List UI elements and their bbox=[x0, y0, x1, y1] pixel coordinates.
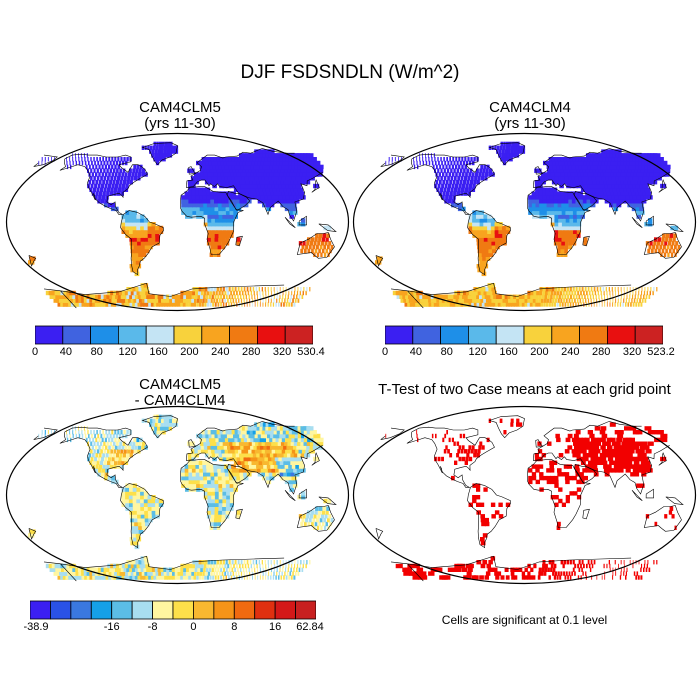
colorbar-swatch bbox=[256, 325, 286, 345]
panel-3-title: CAM4CLM5 - CAM4CLM4 bbox=[60, 377, 300, 409]
colorbar-swatch bbox=[111, 600, 133, 620]
colorbar-tick-label: 240 bbox=[211, 346, 230, 358]
panel-3-name: CAM4CLM5 bbox=[139, 376, 221, 393]
colorbar-swatch bbox=[412, 325, 441, 345]
colorbar-swatch bbox=[90, 325, 119, 345]
panel-3-subtitle: - CAM4CLM4 bbox=[134, 392, 226, 409]
panel-2-name: CAM4CLM4 bbox=[489, 99, 571, 116]
panel-1-subtitle: (yrs 11-30) bbox=[144, 115, 216, 132]
colorbar-tick-label: 40 bbox=[409, 346, 422, 358]
colorbar-2-labels: 0 40 80 120 160 200 240 280 320 523.2 bbox=[381, 346, 675, 362]
panel-1-title: CAM4CLM5 (yrs 11-30) bbox=[60, 100, 300, 132]
colorbar-tick-label: 523.2 bbox=[647, 346, 675, 358]
colorbar-tick-label: 320 bbox=[272, 346, 292, 358]
colorbar-swatch bbox=[70, 600, 92, 620]
colorbar-tick-label: 80 bbox=[440, 346, 453, 358]
colorbar-tick-label: 0 bbox=[190, 621, 197, 633]
panel-2-title: CAM4CLM4 (yrs 11-30) bbox=[410, 100, 650, 132]
colorbar-swatch bbox=[193, 600, 215, 620]
significance-note: Cells are significant at 0.1 level bbox=[441, 613, 608, 627]
colorbar-tick-label: 280 bbox=[242, 346, 261, 358]
panel-4-title: T-Test of two Case means at each grid po… bbox=[378, 381, 671, 398]
colorbar-tick-label: 280 bbox=[592, 346, 611, 358]
panel-4-map bbox=[352, 405, 697, 585]
colorbar-swatch bbox=[233, 600, 256, 620]
colorbar-tick-label: 320 bbox=[622, 346, 642, 358]
colorbar-tick-label: 62.84 bbox=[296, 621, 324, 633]
panel-3-map bbox=[5, 405, 350, 585]
colorbar-swatch bbox=[295, 600, 316, 620]
colorbar-swatch bbox=[152, 600, 174, 620]
colorbar-tick-label: 200 bbox=[530, 346, 549, 358]
colorbar-swatch bbox=[523, 325, 553, 345]
colorbar-tick-label: -8 bbox=[147, 621, 158, 633]
colorbar-swatch bbox=[90, 600, 113, 620]
colorbar-tick-label: 120 bbox=[468, 346, 487, 358]
colorbar-swatch bbox=[118, 325, 147, 345]
colorbar-3 bbox=[30, 600, 316, 620]
colorbar-tick-label: 160 bbox=[149, 346, 168, 358]
colorbar-tick-label: 40 bbox=[59, 346, 72, 358]
figure-title: DJF FSDSNDLN (W/m^2) bbox=[240, 62, 460, 83]
colorbar-swatch bbox=[62, 325, 91, 345]
colorbar-1-labels: 0 40 80 120 160 200 240 280 320 530.4 bbox=[31, 346, 325, 362]
colorbar-swatch bbox=[201, 325, 231, 345]
colorbar-2 bbox=[385, 325, 663, 345]
colorbar-swatch bbox=[229, 325, 258, 345]
colorbar-swatch bbox=[579, 325, 608, 345]
colorbar-tick-label: 80 bbox=[90, 346, 103, 358]
colorbar-swatch bbox=[30, 600, 51, 620]
panel-1-name: CAM4CLM5 bbox=[139, 99, 221, 116]
colorbar-tick-label: 16 bbox=[269, 621, 282, 633]
colorbar-swatch bbox=[634, 325, 663, 345]
colorbar-swatch bbox=[254, 600, 276, 620]
colorbar-swatch bbox=[213, 600, 235, 620]
colorbar-swatch bbox=[172, 600, 194, 620]
colorbar-tick-label: 8 bbox=[231, 621, 238, 633]
colorbar-1 bbox=[35, 325, 313, 345]
colorbar-tick-label: 120 bbox=[118, 346, 137, 358]
colorbar-swatch bbox=[468, 325, 497, 345]
panel-1-map bbox=[5, 132, 350, 312]
colorbar-swatch bbox=[173, 325, 203, 345]
colorbar-swatch bbox=[385, 325, 414, 345]
panel-2-map bbox=[352, 132, 697, 312]
colorbar-swatch bbox=[606, 325, 636, 345]
colorbar-tick-label: -16 bbox=[103, 621, 120, 633]
colorbar-swatch bbox=[35, 325, 64, 345]
colorbar-swatch bbox=[495, 325, 525, 345]
colorbar-swatch bbox=[131, 600, 153, 620]
colorbar-3-labels: -38.9 -16 -8 0 8 16 62.84 bbox=[23, 621, 323, 637]
colorbar-tick-label: 160 bbox=[499, 346, 518, 358]
colorbar-tick-label: 0 bbox=[381, 346, 389, 358]
colorbar-tick-label: 530.4 bbox=[297, 346, 325, 358]
colorbar-tick-label: 200 bbox=[180, 346, 199, 358]
colorbar-swatch bbox=[145, 325, 175, 345]
colorbar-tick-label: 240 bbox=[561, 346, 580, 358]
panel-2-subtitle: (yrs 11-30) bbox=[494, 115, 566, 132]
colorbar-swatch bbox=[274, 600, 296, 620]
colorbar-swatch bbox=[50, 600, 72, 620]
colorbar-tick-label: -38.9 bbox=[23, 621, 49, 633]
colorbar-tick-label: 0 bbox=[31, 346, 39, 358]
colorbar-swatch bbox=[284, 325, 313, 345]
colorbar-swatch bbox=[440, 325, 469, 345]
colorbar-swatch bbox=[551, 325, 581, 345]
